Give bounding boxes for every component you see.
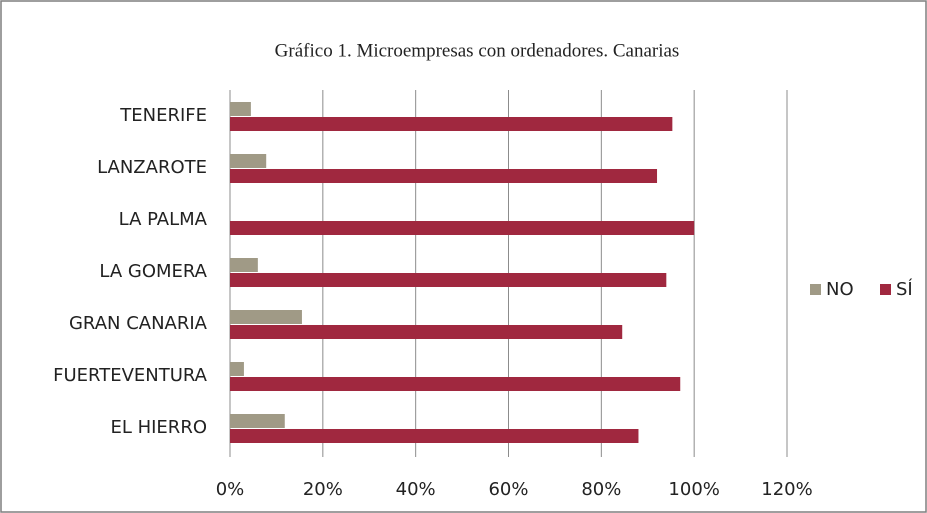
bar: [230, 258, 258, 272]
x-tick-label: 80%: [581, 479, 621, 500]
chart-title: Gráfico 1. Microempresas con ordenadores…: [275, 40, 680, 61]
bar: [230, 102, 251, 116]
y-tick-label: LA PALMA: [119, 209, 208, 230]
x-tick-label: 0%: [216, 479, 245, 500]
bar: [230, 273, 667, 287]
bar: [230, 154, 267, 168]
bar: [230, 117, 673, 131]
bar: [230, 429, 639, 443]
bar: [230, 221, 695, 235]
bar: [230, 362, 244, 376]
legend-swatch: [880, 284, 891, 295]
x-tick-label: 120%: [761, 479, 812, 500]
y-tick-label: EL HIERRO: [110, 417, 207, 438]
bar: [230, 377, 681, 391]
bar: [230, 414, 285, 428]
y-tick-label: LANZAROTE: [97, 157, 207, 178]
bar: [230, 325, 623, 339]
y-tick-label: TENERIFE: [119, 105, 207, 126]
y-tick-label: FUERTEVENTURA: [53, 365, 208, 386]
legend-label: SÍ: [896, 278, 913, 300]
bar: [230, 310, 302, 324]
x-tick-label: 40%: [396, 479, 436, 500]
y-tick-label: LA GOMERA: [99, 261, 207, 282]
x-tick-label: 100%: [668, 479, 719, 500]
x-tick-label: 60%: [488, 479, 528, 500]
y-tick-label: GRAN CANARIA: [69, 313, 208, 334]
x-tick-label: 20%: [303, 479, 343, 500]
bar: [230, 169, 658, 183]
legend-swatch: [810, 284, 821, 295]
legend-label: NO: [826, 279, 854, 300]
